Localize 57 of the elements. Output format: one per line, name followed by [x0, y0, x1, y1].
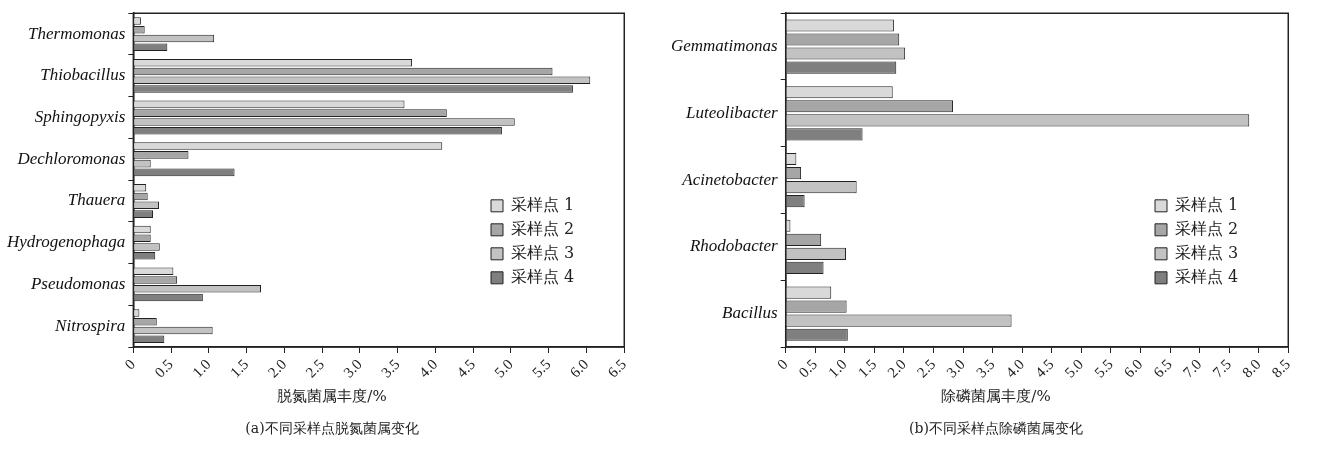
x-tick-label: 6.0 [566, 355, 592, 381]
x-tick-label: 2.0 [264, 355, 290, 381]
x-tick-label: 5.5 [529, 355, 554, 381]
y-tick-label: Pseudomonas [29, 273, 126, 293]
legend-label: 采样点 2 [1175, 218, 1239, 238]
x-tick-label: 5.5 [1091, 355, 1116, 381]
legend-label: 采样点 3 [511, 242, 575, 262]
y-tick-label: Thermomonas [28, 23, 126, 43]
x-tick-label: 3.0 [943, 355, 968, 381]
y-tick-label: Thauera [67, 190, 126, 210]
y-tick-label: Nitrospira [54, 315, 126, 335]
x-tick-label: 8.5 [1268, 355, 1294, 381]
legend-label: 采样点 4 [1175, 266, 1239, 286]
x-tick-label: 0 [121, 355, 139, 373]
x-tick-label: 5.0 [491, 355, 516, 381]
x-tick-label: 1.0 [825, 355, 850, 381]
y-tick-label: Bacillus [722, 303, 779, 323]
x-tick-label: 1.5 [226, 355, 252, 381]
y-tick-label: Rhodobacter [688, 236, 779, 256]
x-tick-label: 3.5 [378, 355, 403, 381]
y-tick-label: Acinetobacter [681, 169, 779, 189]
x-tick-label: 1.5 [854, 355, 880, 381]
x-tick-label: 4.5 [1032, 355, 1057, 381]
x-tick-label: 6.5 [604, 355, 630, 381]
x-tick-label: 2.5 [302, 355, 328, 381]
y-tick-label: Sphingopyxis [34, 106, 126, 126]
y-tick-label: Dechloromonas [16, 148, 126, 168]
x-tick-label: 3.0 [340, 355, 365, 381]
x-tick-label: 4.5 [453, 355, 479, 381]
legend-label: 采样点 2 [511, 218, 575, 238]
x-tick-label: 8.0 [1239, 355, 1264, 381]
legend-label: 采样点 1 [1175, 194, 1239, 214]
x-tick-label: 3.5 [972, 355, 998, 381]
x-axis-title: 除磷菌属丰度/% [940, 387, 1052, 406]
y-tick-label: Luteolibacter [685, 102, 779, 122]
legend-label: 采样点 4 [511, 266, 575, 286]
y-tick-label: Gemmatimonas [671, 36, 779, 56]
x-tick-label: 2.0 [884, 355, 909, 381]
x-tick-label: 0.5 [151, 355, 177, 381]
y-tick-label: Thiobacillus [40, 65, 126, 85]
y-tick-label: Hydrogenophaga [5, 232, 126, 252]
x-tick-label: 1.0 [189, 355, 214, 381]
x-tick-label: 4.0 [415, 355, 441, 381]
x-tick-label: 4.0 [1002, 355, 1028, 381]
x-tick-label: 0.5 [795, 355, 821, 381]
x-tick-label: 7.0 [1179, 355, 1205, 381]
legend-label: 采样点 1 [511, 194, 575, 214]
x-tick-label: 6.5 [1150, 355, 1175, 381]
text: (b)不同采样点除磷菌属变化 [908, 420, 1084, 438]
x-tick-label: 6.0 [1120, 355, 1146, 381]
x-tick-label: 7.5 [1209, 355, 1235, 381]
text: (a)不同采样点脱氮菌属变化 [244, 420, 420, 438]
x-axis-title: 脱氮菌属丰度/% [276, 387, 388, 406]
x-tick-label: 0 [774, 355, 791, 373]
x-tick-label: 2.5 [913, 355, 939, 381]
x-tick-label: 5.0 [1061, 355, 1087, 381]
legend-label: 采样点 3 [1175, 242, 1239, 262]
